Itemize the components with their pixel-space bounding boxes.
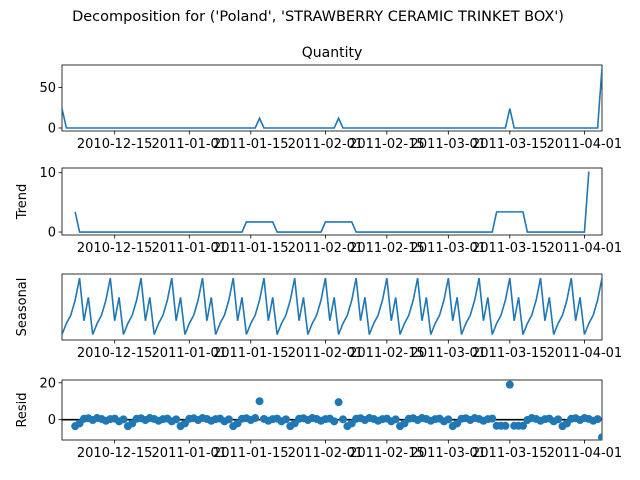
seasonal-xtick-label-2011-03-01: 2011-03-01 [411,346,487,361]
resid-xtick-label-2011-01-01: 2011-01-01 [152,446,228,461]
resid-xtick-label-2010-12-15: 2010-12-15 [77,446,153,461]
trend-xtick-label-2010-12-15: 2010-12-15 [77,241,153,256]
resid-point [444,415,453,424]
resid-ytick-label-0: 0 [48,413,56,428]
quantity-xtick-label-2011-02-15: 2011-02-15 [349,137,425,152]
trend-ylabel: Trend [15,184,30,221]
resid-point [172,415,181,424]
resid-point [330,417,339,426]
resid-xtick-label-2011-01-15: 2011-01-15 [213,446,289,461]
quantity-xtick-label-2011-03-15: 2011-03-15 [472,137,548,152]
trend-ytick-label-0: 0 [48,226,56,241]
trend-xtick-label-2011-03-15: 2011-03-15 [472,241,548,256]
resid-point [554,415,563,424]
seasonal-xtick-label-2011-01-15: 2011-01-15 [213,346,289,361]
resid-point [119,415,128,424]
resid-xtick-label-2011-02-15: 2011-02-15 [349,446,425,461]
seasonal-xtick-label-2011-03-15: 2011-03-15 [472,346,548,361]
seasonal-xtick-label-2011-04-01: 2011-04-01 [547,346,623,361]
seasonal-ylabel: Seasonal [15,278,30,337]
seasonal-axes-frame [61,273,603,341]
resid-point [505,380,514,389]
quantity-axes-frame [61,64,603,132]
seasonal-series-line [62,277,602,335]
seasonal-xtick-label-2011-01-01: 2011-01-01 [152,346,228,361]
trend-xtick-label-2011-04-01: 2011-04-01 [547,241,623,256]
resid-point [501,421,510,430]
trend-xtick-label-2011-03-01: 2011-03-01 [411,241,487,256]
quantity-xtick-label-2011-04-01: 2011-04-01 [547,137,623,152]
resid-xtick-label-2011-04-01: 2011-04-01 [547,446,623,461]
quantity-title: Quantity [302,45,363,61]
trend-xtick-label-2011-01-15: 2011-01-15 [213,241,289,256]
quantity-xtick-label-2011-01-01: 2011-01-01 [152,137,228,152]
resid-ylabel: Resid [15,392,30,427]
quantity-series-line [62,67,602,129]
resid-point [251,414,260,423]
resid-point [255,397,264,406]
figure-suptitle: Decomposition for ('Poland', 'STRAWBERRY… [72,9,564,25]
trend-series-line [74,171,590,233]
resid-point [488,414,497,423]
quantity-xtick-label-2011-01-15: 2011-01-15 [213,137,289,152]
resid-point [593,415,602,424]
resid-point [518,421,527,430]
seasonal-xtick-label-2011-02-15: 2011-02-15 [349,346,425,361]
resid-point [334,398,343,407]
seasonal-xtick-label-2010-12-15: 2010-12-15 [77,346,153,361]
quantity-ytick-label-50: 50 [39,81,56,96]
resid-xtick-label-2011-03-01: 2011-03-01 [411,446,487,461]
resid-point [281,415,290,424]
resid-ytick-label-20: 20 [39,376,56,391]
resid-xtick-label-2011-02-01: 2011-02-01 [288,446,364,461]
trend-xtick-label-2011-02-01: 2011-02-01 [288,241,364,256]
trend-axes-frame [61,167,603,236]
resid-point [598,433,602,440]
quantity-ytick-label-0: 0 [48,121,56,136]
quantity-xtick-label-2011-03-01: 2011-03-01 [411,137,487,152]
quantity-xtick-label-2011-02-01: 2011-02-01 [288,137,364,152]
resid-point [391,415,400,424]
quantity-xtick-label-2010-12-15: 2010-12-15 [77,137,153,152]
trend-xtick-label-2011-02-15: 2011-02-15 [349,241,425,256]
resid-point [224,415,233,424]
trend-xtick-label-2011-01-01: 2011-01-01 [152,241,228,256]
resid-xtick-label-2011-03-15: 2011-03-15 [472,446,548,461]
resid-point [338,415,347,424]
trend-ytick-label-10: 10 [39,166,56,181]
seasonal-xtick-label-2011-02-01: 2011-02-01 [288,346,364,361]
resid-axes-frame [61,379,603,441]
